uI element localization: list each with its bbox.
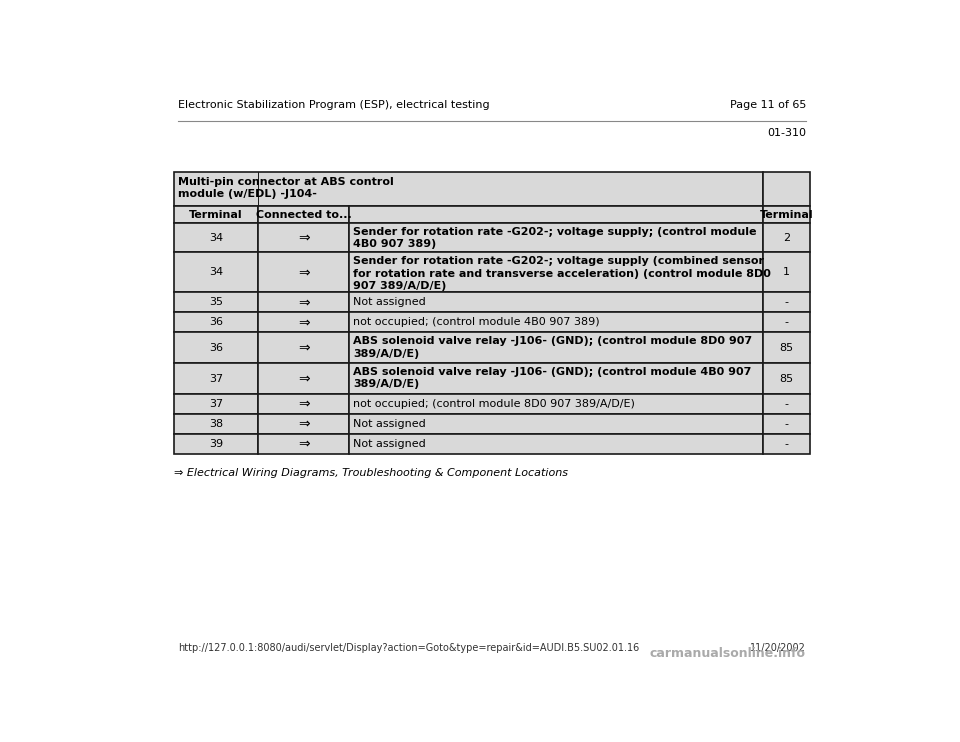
Bar [763,394,809,414]
Text: Terminal: Terminal [189,209,243,220]
Text: 2: 2 [783,233,790,243]
Bar [258,394,349,414]
Text: -: - [784,298,788,307]
Text: -: - [784,399,788,409]
Bar [349,332,763,363]
Text: ⇒: ⇒ [298,315,309,329]
Text: Not assigned: Not assigned [353,419,426,429]
Text: 39: 39 [209,439,223,449]
Text: 36: 36 [209,343,223,352]
Bar [349,414,763,434]
Text: -: - [784,439,788,449]
Text: not occupied; (control module 4B0 907 389): not occupied; (control module 4B0 907 38… [353,318,600,327]
Text: Electronic Stabilization Program (ESP), electrical testing: Electronic Stabilization Program (ESP), … [179,100,490,110]
Text: ⇒: ⇒ [298,295,309,309]
Bar [349,434,763,454]
Bar [175,223,258,252]
Bar [763,292,809,312]
Bar [175,434,258,454]
Bar [175,394,258,414]
Text: -: - [784,419,788,429]
Bar [763,252,809,292]
Text: 85: 85 [780,343,794,352]
Text: 38: 38 [209,419,223,429]
Bar [258,434,349,454]
Text: Page 11 of 65: Page 11 of 65 [730,100,805,110]
Text: 37: 37 [209,399,223,409]
Text: 1: 1 [783,267,790,278]
Bar [175,292,258,312]
Text: 35: 35 [209,298,223,307]
Bar [349,292,763,312]
Text: 11/20/2002: 11/20/2002 [750,643,805,653]
Text: ⇒: ⇒ [298,437,309,451]
Bar [175,414,258,434]
Bar [349,394,763,414]
Bar [175,312,258,332]
Bar [763,223,809,252]
Text: Not assigned: Not assigned [353,439,426,449]
Text: carmanualsonline.info: carmanualsonline.info [650,647,805,660]
Bar [258,332,349,363]
Bar [763,206,809,223]
Bar [763,414,809,434]
Text: 01-310: 01-310 [767,128,805,137]
Text: 85: 85 [780,373,794,384]
Text: 34: 34 [209,233,223,243]
Bar [258,206,349,223]
Text: Sender for rotation rate -G202-; voltage supply; (control module
4B0 907 389): Sender for rotation rate -G202-; voltage… [353,227,756,249]
Bar [763,312,809,332]
Text: Multi-pin connector at ABS control
module (w/EDL) -J104-: Multi-pin connector at ABS control modul… [179,177,394,199]
Text: http://127.0.0.1:8080/audi/servlet/Display?action=Goto&type=repair&id=AUDI.B5.SU: http://127.0.0.1:8080/audi/servlet/Displ… [179,643,639,653]
Text: Connected to...: Connected to... [255,209,351,220]
Text: ABS solenoid valve relay -J106- (GND); (control module 4B0 907
389/A/D/E): ABS solenoid valve relay -J106- (GND); (… [353,367,752,390]
Bar [258,252,349,292]
Text: ⇒: ⇒ [298,266,309,279]
Text: not occupied; (control module 8D0 907 389/A/D/E): not occupied; (control module 8D0 907 38… [353,399,636,409]
Text: 36: 36 [209,318,223,327]
Bar [175,172,763,206]
Bar [349,363,763,394]
Text: Not assigned: Not assigned [353,298,426,307]
Text: ⇒: ⇒ [298,341,309,355]
Bar [258,312,349,332]
Bar [175,363,258,394]
Text: 34: 34 [209,267,223,278]
Bar [258,292,349,312]
Bar [349,206,763,223]
Bar [763,172,809,206]
Text: 37: 37 [209,373,223,384]
Text: ⇒: ⇒ [298,397,309,411]
Text: ABS solenoid valve relay -J106- (GND); (control module 8D0 907
389/A/D/E): ABS solenoid valve relay -J106- (GND); (… [353,336,753,358]
Text: ⇒: ⇒ [298,372,309,386]
Bar [175,332,258,363]
Bar [349,252,763,292]
Bar [763,332,809,363]
Text: ⇒ Electrical Wiring Diagrams, Troubleshooting & Component Locations: ⇒ Electrical Wiring Diagrams, Troublesho… [175,468,568,478]
Text: ⇒: ⇒ [298,417,309,431]
Bar [258,223,349,252]
Bar [763,363,809,394]
Bar [258,414,349,434]
Text: Terminal: Terminal [759,209,813,220]
Text: Sender for rotation rate -G202-; voltage supply (combined sensor
for rotation ra: Sender for rotation rate -G202-; voltage… [353,256,771,291]
Text: -: - [784,318,788,327]
Bar [258,363,349,394]
Text: ⇒: ⇒ [298,231,309,245]
Bar [349,223,763,252]
Bar [175,252,258,292]
Bar [349,312,763,332]
Bar [175,206,258,223]
Bar [763,434,809,454]
